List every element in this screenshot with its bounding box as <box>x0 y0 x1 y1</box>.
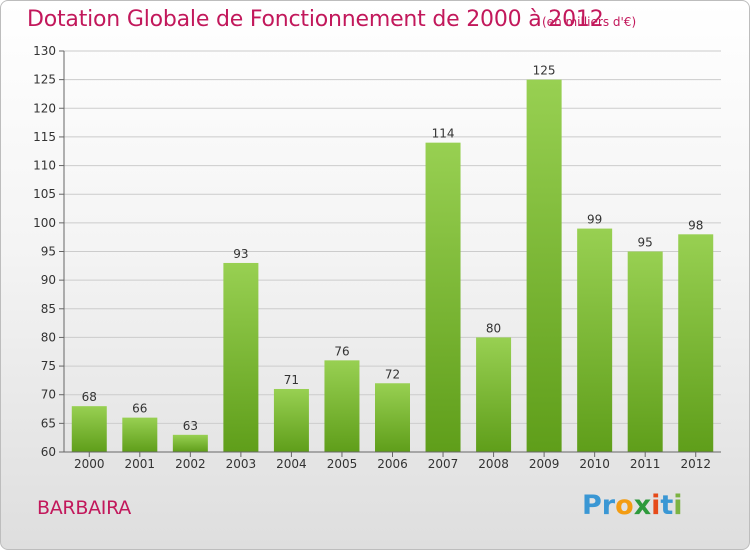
y-tick-label: 125 <box>33 73 56 87</box>
y-tick-label: 65 <box>41 416 56 430</box>
bar-2002 <box>172 434 208 452</box>
y-tick-label: 70 <box>41 388 56 402</box>
data-label-2006: 72 <box>385 367 400 381</box>
bar-2006 <box>375 383 410 452</box>
logo-letter: i <box>651 490 661 521</box>
chart-unit: (en milliers d'€) <box>542 15 637 29</box>
bar-2001 <box>122 417 158 452</box>
bar-2011 <box>627 251 663 452</box>
x-tick-label-2012: 2012 <box>680 457 711 471</box>
data-label-2011: 95 <box>638 236 653 250</box>
data-label-2000: 68 <box>82 390 97 404</box>
y-tick-label: 80 <box>41 330 56 344</box>
logo-letter: t <box>660 490 674 521</box>
y-tick-label: 120 <box>33 101 56 115</box>
bar-2012 <box>678 234 714 452</box>
logo-letter: i <box>673 490 683 521</box>
x-tick-label-2009: 2009 <box>529 457 560 471</box>
y-tick-label: 110 <box>33 159 56 173</box>
logo-letter: x <box>633 490 652 521</box>
data-label-2009: 125 <box>533 64 556 78</box>
bar-2000 <box>71 406 107 452</box>
bar-2007 <box>425 142 461 452</box>
bar-2009 <box>526 79 562 453</box>
proxiti-logo: Proxiti <box>582 490 692 524</box>
data-label-2007: 114 <box>432 127 455 141</box>
y-tick-label: 90 <box>41 273 56 287</box>
x-tick-label-2010: 2010 <box>579 457 610 471</box>
y-tick-label: 100 <box>33 216 56 230</box>
y-tick-label: 60 <box>41 445 56 459</box>
data-label-2012: 98 <box>688 218 703 232</box>
logo-letter: P <box>582 490 602 521</box>
y-tick-label: 105 <box>33 187 56 201</box>
x-tick-label-2005: 2005 <box>327 457 358 471</box>
chart-title: Dotation Globale de Fonctionnement de 20… <box>27 7 604 32</box>
x-tick-label-2007: 2007 <box>428 457 459 471</box>
y-tick-label: 95 <box>41 245 56 259</box>
bar-2008 <box>476 337 512 452</box>
data-label-2003: 93 <box>233 247 248 261</box>
bar-2005 <box>324 360 360 452</box>
bar-2010 <box>577 228 613 452</box>
x-tick-label-2004: 2004 <box>276 457 307 471</box>
logo-letter: o <box>615 490 634 521</box>
x-tick-label-2002: 2002 <box>175 457 206 471</box>
x-axis: 2000 2001 2002 2003 2004 2005 2006 2007 2008 2009… <box>64 451 721 471</box>
x-tick-label-2008: 2008 <box>478 457 509 471</box>
x-tick-label-2011: 2011 <box>630 457 661 471</box>
data-label-2005: 76 <box>334 344 349 358</box>
place-name: BARBAIRA <box>37 497 131 519</box>
data-label-2008: 80 <box>486 321 501 335</box>
data-label-2001: 66 <box>132 402 147 416</box>
logo-letter: r <box>601 490 616 521</box>
y-tick-label: 130 <box>33 44 56 58</box>
y-tick-label: 115 <box>33 130 56 144</box>
bar-2003 <box>223 262 259 452</box>
x-tick-label-2001: 2001 <box>125 457 156 471</box>
bars: 68 66 63 93 71 76 72 114 80 125 99 95 98 <box>71 64 714 453</box>
x-tick-label-2000: 2000 <box>74 457 105 471</box>
x-tick-label-2003: 2003 <box>226 457 257 471</box>
x-tick-label-2006: 2006 <box>377 457 408 471</box>
y-tick-label: 75 <box>41 359 56 373</box>
data-label-2002: 63 <box>183 419 198 433</box>
data-label-2010: 99 <box>587 213 602 227</box>
bar-2004 <box>273 388 309 452</box>
y-axis: 60 65 70 75 80 85 90 95 100 105 110 115 120 125 130 <box>33 44 65 459</box>
data-label-2004: 71 <box>284 373 299 387</box>
y-tick-label: 85 <box>41 302 56 316</box>
